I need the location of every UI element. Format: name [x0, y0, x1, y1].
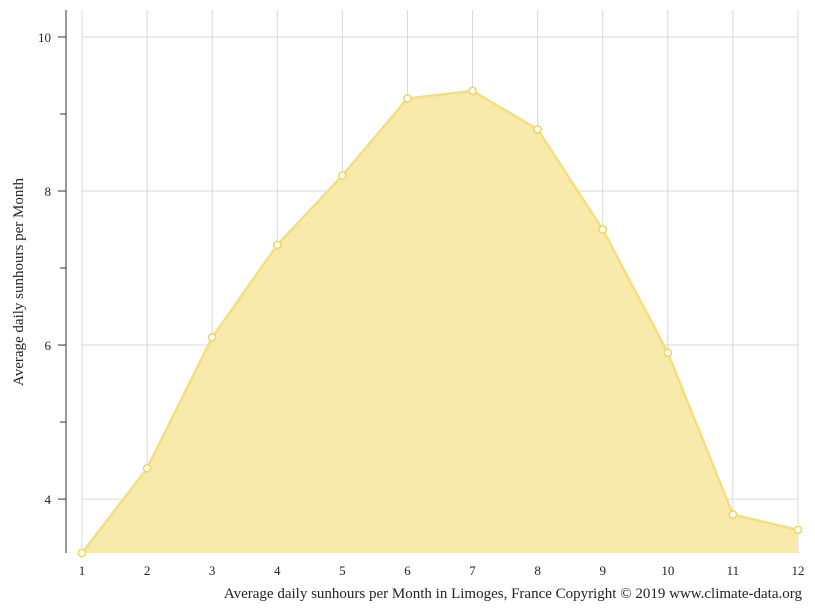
x-tick-label: 1	[79, 563, 86, 578]
data-point	[468, 86, 477, 96]
data-point	[793, 525, 803, 535]
y-axis-title: Average daily sunhours per Month	[11, 178, 27, 387]
area-fill	[82, 90, 798, 553]
marker-layer	[77, 86, 803, 558]
data-point	[403, 94, 412, 103]
x-tick-label: 6	[404, 563, 411, 578]
y-tick-label: 8	[45, 184, 52, 199]
data-point	[77, 548, 87, 558]
y-tick-label: 10	[38, 30, 51, 45]
x-tick-label: 5	[339, 563, 346, 578]
data-point	[663, 348, 673, 358]
data-point	[533, 125, 542, 134]
x-tick-label: 4	[274, 563, 281, 578]
y-tick-label: 6	[45, 338, 52, 353]
y-tick-label: 4	[45, 492, 52, 507]
area-layer	[81, 89, 799, 554]
x-tick-label: 10	[661, 563, 674, 578]
data-point	[598, 225, 608, 234]
x-tick-label: 12	[792, 563, 805, 578]
x-tick-label: 7	[469, 563, 476, 578]
axis-layer	[58, 10, 67, 553]
x-tick-label: 3	[209, 563, 216, 578]
data-point	[338, 171, 347, 180]
chart-caption: Average daily sunhours per Month in Limo…	[224, 586, 803, 602]
x-tick-label: 2	[144, 563, 151, 578]
x-tick-label: 9	[599, 563, 606, 578]
data-point	[272, 240, 282, 250]
x-tick-label: 8	[534, 563, 541, 578]
data-point	[142, 463, 152, 473]
series-line	[81, 89, 799, 554]
data-point	[728, 510, 738, 519]
x-tick-label: 11	[727, 563, 740, 578]
data-point	[207, 332, 217, 342]
